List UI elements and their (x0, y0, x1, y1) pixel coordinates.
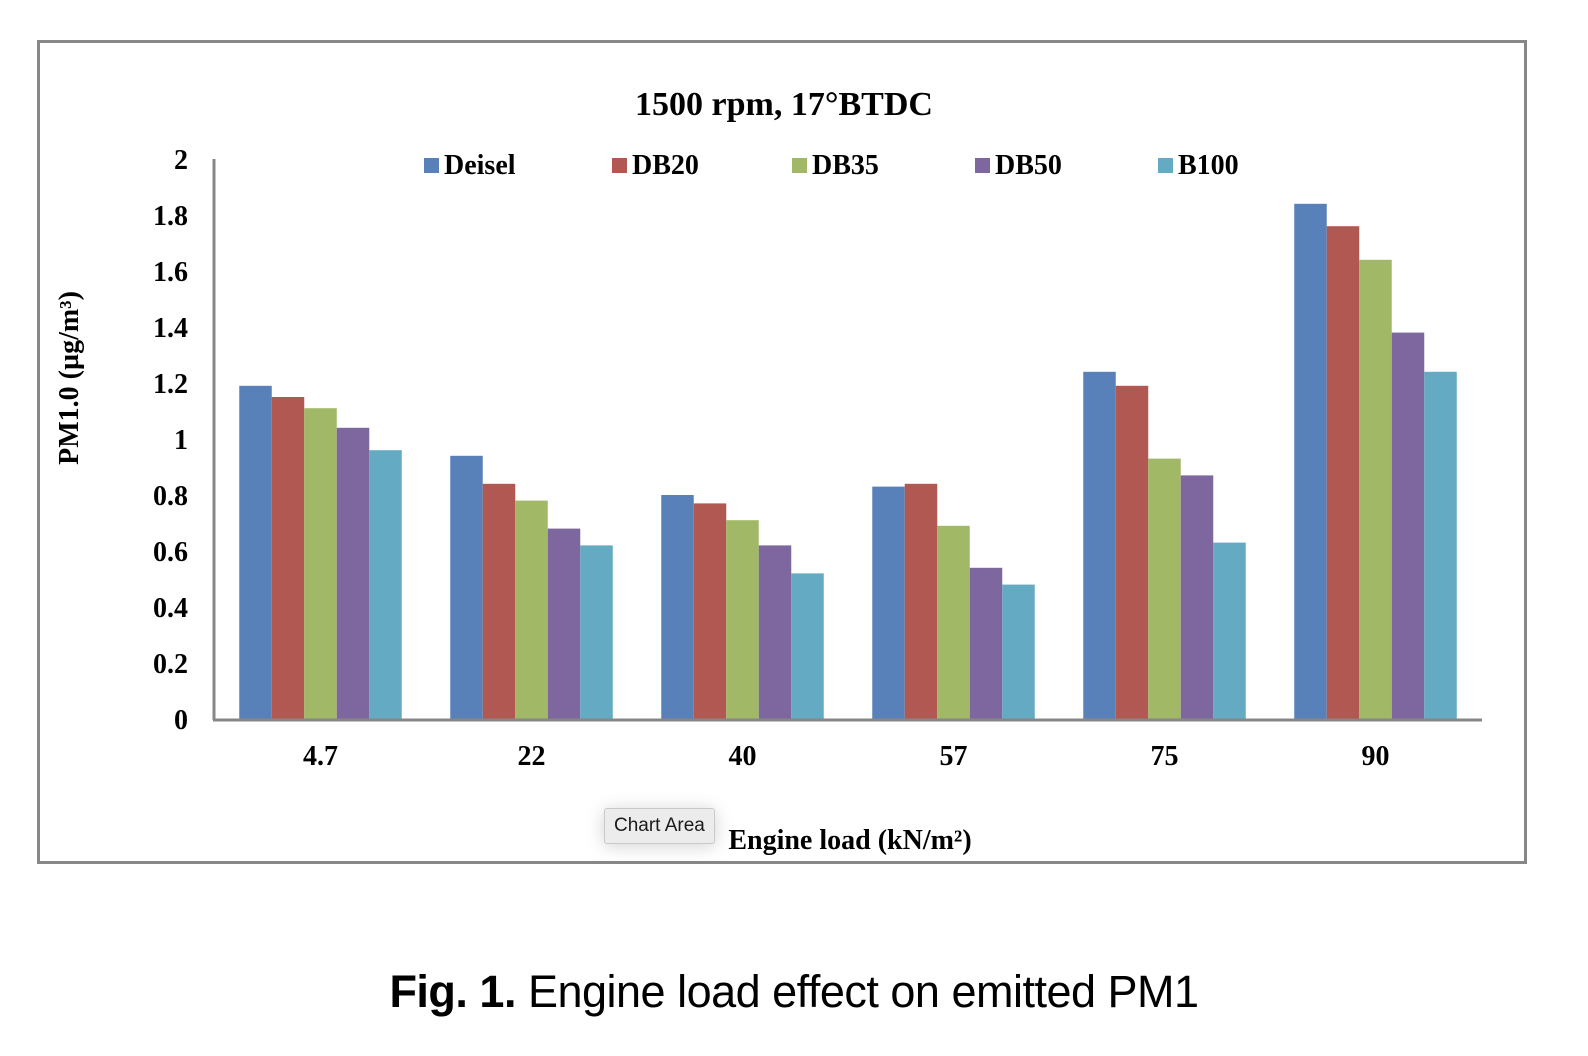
bar-db50-4.7[interactable] (336, 427, 370, 719)
bar-db35-90[interactable] (1359, 259, 1392, 719)
chart-title: 1500 rpm, 17°BTDC (635, 86, 933, 123)
x-tick-label: 90 (1362, 741, 1390, 772)
legend-swatch (424, 158, 439, 173)
legend-label: B100 (1178, 150, 1239, 181)
bar-db35-4.7[interactable] (304, 408, 337, 719)
figure-caption-text: Engine load effect on emitted PM1 (515, 966, 1199, 1017)
y-tick-label: 1.4 (153, 313, 188, 344)
y-tick-label: 0.2 (153, 649, 188, 680)
bar-db35-22[interactable] (515, 500, 548, 719)
bar-db20-22[interactable] (482, 483, 516, 719)
legend-item-db50[interactable]: DB50 (975, 150, 1062, 181)
bar-db35-75[interactable] (1148, 458, 1181, 719)
legend-label: DB20 (632, 150, 699, 181)
bar-deisel-57[interactable] (872, 486, 905, 719)
y-tick-label: 0.6 (153, 537, 188, 568)
bar-db50-40[interactable] (758, 545, 792, 719)
bars (239, 203, 1457, 720)
legend-item-db20[interactable]: DB20 (612, 150, 699, 181)
x-axis-title: Engine load (kN/m²) (728, 825, 971, 856)
legend-label: DB35 (812, 150, 879, 181)
x-tick-label: 4.7 (303, 741, 338, 772)
bar-db50-75[interactable] (1180, 475, 1214, 719)
bar-deisel-90[interactable] (1294, 203, 1327, 720)
y-axis-title-group: PM1.0 (µg/m³) (54, 291, 85, 465)
bar-b100-40[interactable] (791, 573, 824, 719)
x-tick-label: 57 (940, 741, 968, 772)
bar-b100-22[interactable] (580, 545, 613, 719)
y-tick-label: 0.8 (153, 481, 188, 512)
bar-db50-22[interactable] (547, 528, 581, 719)
bar-b100-4.7[interactable] (369, 450, 402, 719)
bar-db20-75[interactable] (1115, 385, 1149, 719)
x-tick-label: 75 (1151, 741, 1179, 772)
bar-chart: 1500 rpm, 17°BTDC Deisel DB20 DB35 DB50 B100… (54, 86, 1482, 856)
bar-db35-57[interactable] (937, 525, 970, 719)
legend-label: DB50 (995, 150, 1062, 181)
legend-item-deisel[interactable]: Deisel (424, 150, 516, 181)
legend-item-db35[interactable]: DB35 (792, 150, 879, 181)
bar-db20-90[interactable] (1326, 226, 1360, 719)
bar-b100-75[interactable] (1213, 542, 1246, 719)
bar-db20-4.7[interactable] (271, 397, 305, 719)
x-axis-ticks: 4.7 22 40 57 75 90 (303, 741, 1390, 772)
bar-deisel-4.7[interactable] (239, 385, 272, 719)
bar-deisel-75[interactable] (1083, 371, 1116, 719)
bar-db50-57[interactable] (969, 567, 1003, 719)
x-tick-label: 40 (729, 741, 757, 772)
chart-area[interactable]: 1500 rpm, 17°BTDC Deisel DB20 DB35 DB50 B100… (37, 40, 1527, 864)
legend-label: Deisel (444, 150, 516, 181)
bar-db20-40[interactable] (693, 503, 727, 719)
figure-caption: Fig. 1. Engine load effect on emitted PM… (0, 966, 1588, 1018)
y-axis-title: PM1.0 (µg/m³) (54, 291, 85, 465)
y-tick-label: 1.2 (153, 369, 188, 400)
y-tick-label: 1.6 (153, 257, 188, 288)
bar-db35-40[interactable] (726, 520, 759, 719)
bar-b100-57[interactable] (1002, 584, 1035, 719)
y-tick-label: 0 (174, 705, 188, 736)
bar-deisel-40[interactable] (661, 495, 694, 719)
y-tick-label: 0.4 (153, 593, 188, 624)
legend-swatch (792, 158, 807, 173)
bar-db50-90[interactable] (1391, 332, 1425, 719)
legend-swatch (975, 158, 990, 173)
bar-db20-57[interactable] (904, 483, 938, 719)
y-axis-ticks: 0 0.2 0.4 0.6 0.8 1 1.2 1.4 1.6 1.8 2 (153, 145, 188, 736)
bar-b100-90[interactable] (1424, 371, 1457, 719)
y-tick-label: 1.8 (153, 201, 188, 232)
chart-area-tooltip: Chart Area (604, 808, 715, 844)
x-tick-label: 22 (518, 741, 546, 772)
bar-deisel-22[interactable] (450, 455, 483, 719)
y-tick-label: 2 (174, 145, 188, 176)
legend-swatch (612, 158, 627, 173)
legend-swatch (1158, 158, 1173, 173)
y-tick-label: 1 (174, 425, 188, 456)
legend-item-b100[interactable]: B100 (1158, 150, 1239, 181)
legend: Deisel DB20 DB35 DB50 B100 (424, 150, 1239, 181)
figure-label: Fig. 1. (389, 966, 516, 1017)
